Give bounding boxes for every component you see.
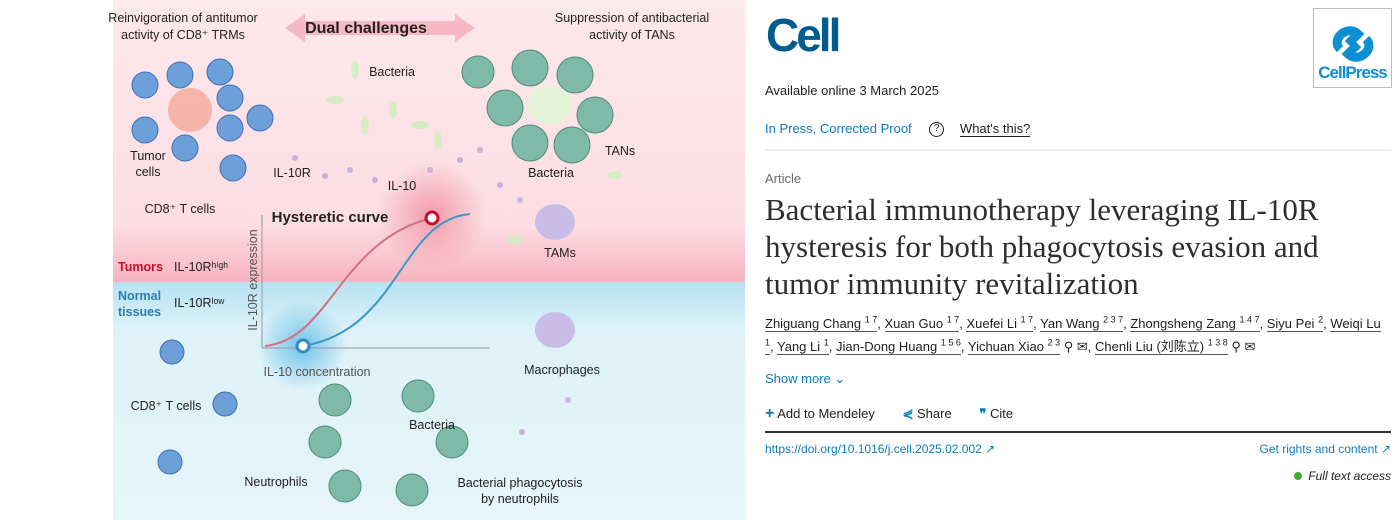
- cellpress-logo[interactable]: CellPress: [1313, 8, 1392, 88]
- quote-icon: ❞: [979, 406, 987, 422]
- access-status: Full text access: [765, 469, 1391, 484]
- tumor-cells: [168, 88, 212, 132]
- whats-this-link[interactable]: What's this?: [959, 121, 1031, 137]
- author-link[interactable]: Yichuan Xiao 2 3: [967, 337, 1061, 356]
- available-date: Available online 3 March 2025: [765, 83, 939, 98]
- label: Bacteria: [528, 166, 574, 180]
- label: IL-10: [388, 179, 417, 193]
- graphical-abstract: Reinvigoration of antitumor activity of …: [108, 0, 745, 520]
- low-point: [295, 338, 311, 354]
- hysteresis-lower: [302, 213, 471, 347]
- person-mail-icon[interactable]: ⚲ ✉: [1227, 339, 1256, 355]
- label: CD8⁺ T cells: [145, 202, 216, 216]
- label: cells: [135, 165, 160, 179]
- article-type: Article: [765, 171, 802, 187]
- banner-label: Dual challenges: [305, 20, 427, 37]
- label: Bacteria: [409, 418, 455, 432]
- rights-link[interactable]: Get rights and content ↗: [1259, 442, 1391, 457]
- normal-label: Normal: [118, 289, 161, 303]
- article-header: Available online 3 March 2025 In Press, …: [765, 82, 1391, 484]
- dual-arrow: [285, 14, 475, 42]
- bacteria: [326, 61, 623, 244]
- cell-journal-logo[interactable]: Cell: [766, 9, 841, 61]
- label: IL-10R: [273, 166, 311, 180]
- label: Bacterial phagocytosis: [457, 476, 582, 490]
- label: CD8⁺ T cells: [131, 399, 202, 413]
- author-link[interactable]: Yan Wang 2 3 7: [1040, 314, 1124, 333]
- label: TAMs: [544, 246, 576, 260]
- y-axis-label: IL-10R expression: [246, 229, 260, 330]
- macrophage: [535, 312, 575, 348]
- label: activity of CD8⁺ TRMs: [121, 28, 245, 42]
- share-button[interactable]: ⋞ Share: [902, 406, 952, 422]
- share-icon: ⋞: [902, 406, 914, 422]
- label: Tumor: [130, 149, 166, 163]
- hysteresis-upper: [264, 217, 433, 347]
- divider: [765, 431, 1391, 434]
- author-link[interactable]: Weiqi Lu 1: [765, 316, 1381, 356]
- x-axis-label: IL-10 concentration: [263, 365, 370, 379]
- cellpress-mark-icon: [1332, 26, 1373, 62]
- access-dot-icon: [1294, 472, 1303, 481]
- add-to-mendeley-button[interactable]: + Add to Mendeley: [765, 405, 875, 423]
- label: Macrophages: [524, 363, 600, 377]
- label: by neutrophils: [481, 492, 559, 506]
- chevron-down-icon: ⌄: [834, 371, 846, 387]
- author-link[interactable]: Siyu Pei 2: [1266, 314, 1324, 333]
- author-link[interactable]: Zhongsheng Zang 1 4 7: [1130, 314, 1260, 333]
- label: TANs: [605, 144, 635, 158]
- label: Bacteria: [369, 65, 415, 79]
- action-bar: + Add to Mendeley ⋞ Share ❞ Cite: [765, 405, 1391, 422]
- plus-icon: +: [765, 405, 775, 423]
- tans: [308, 49, 614, 507]
- label: Reinvigoration of antitumor: [108, 11, 257, 25]
- person-mail-icon[interactable]: ⚲ ✉: [1060, 339, 1088, 355]
- author-link[interactable]: Zhiguang Chang 1 7: [765, 314, 878, 333]
- author-link[interactable]: Chenli Liu (刘陈立) 1 3 8: [1095, 337, 1228, 356]
- status-row: In Press, Corrected Proof ? What's this?: [765, 120, 1391, 138]
- article-title: Bacterial immunotherapy leveraging IL-10…: [765, 192, 1319, 302]
- high-point: [424, 210, 440, 226]
- in-press-link[interactable]: In Press, Corrected Proof: [765, 121, 912, 136]
- author-link[interactable]: Yang Li 1: [777, 337, 829, 356]
- label: Neutrophils: [244, 475, 307, 489]
- il10-dots: [292, 147, 571, 435]
- tam: [535, 204, 575, 240]
- show-more-button[interactable]: Show more ⌄: [765, 371, 846, 387]
- author-list: Zhiguang Chang 1 7, Xuan Guo 1 7, Xuefei…: [765, 314, 1381, 356]
- cd8-cells: [131, 58, 274, 475]
- curve-title: Hysteretic curve: [272, 209, 389, 226]
- tumors-label: Tumors: [118, 260, 163, 274]
- help-icon[interactable]: ?: [929, 122, 945, 138]
- author-link[interactable]: Xuan Guo 1 7: [884, 314, 960, 333]
- cite-button[interactable]: ❞ Cite: [979, 406, 1014, 422]
- normal-label: tissues: [118, 305, 161, 319]
- doi-link[interactable]: https://doi.org/10.1016/j.cell.2025.02.0…: [765, 442, 996, 457]
- cellpress-text: CellPress: [1318, 63, 1388, 82]
- author-link[interactable]: Xuefei Li 1 7: [966, 314, 1034, 333]
- label: IL-10Rʰⁱᵍʰ: [174, 260, 228, 274]
- author-link[interactable]: Jian-Dong Huang 1 5 6: [836, 337, 961, 356]
- label: IL-10Rˡᵒʷ: [174, 296, 225, 310]
- label: activity of TANs: [589, 28, 675, 42]
- divider: [765, 149, 1391, 152]
- label: Suppression of antibacterial: [555, 11, 709, 25]
